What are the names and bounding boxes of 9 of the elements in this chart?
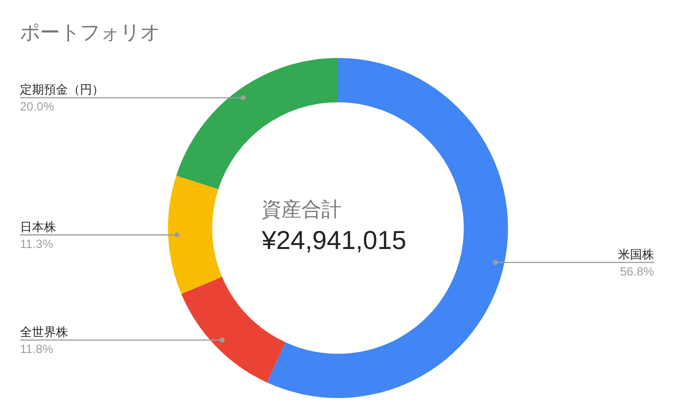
data-label: 11.3% bbox=[20, 236, 54, 251]
data-label: 20.0% bbox=[20, 100, 54, 114]
data-label: 11.8% bbox=[20, 342, 54, 356]
slice-label: 日本株 bbox=[20, 220, 56, 234]
slice-label: 全世界株 bbox=[20, 325, 68, 340]
slice-label: 定期預金（円） bbox=[20, 82, 104, 97]
data-label: 56.8% bbox=[620, 264, 654, 278]
title: ポートフォリオ bbox=[20, 22, 160, 44]
slice-label: 米国株 bbox=[618, 247, 654, 262]
